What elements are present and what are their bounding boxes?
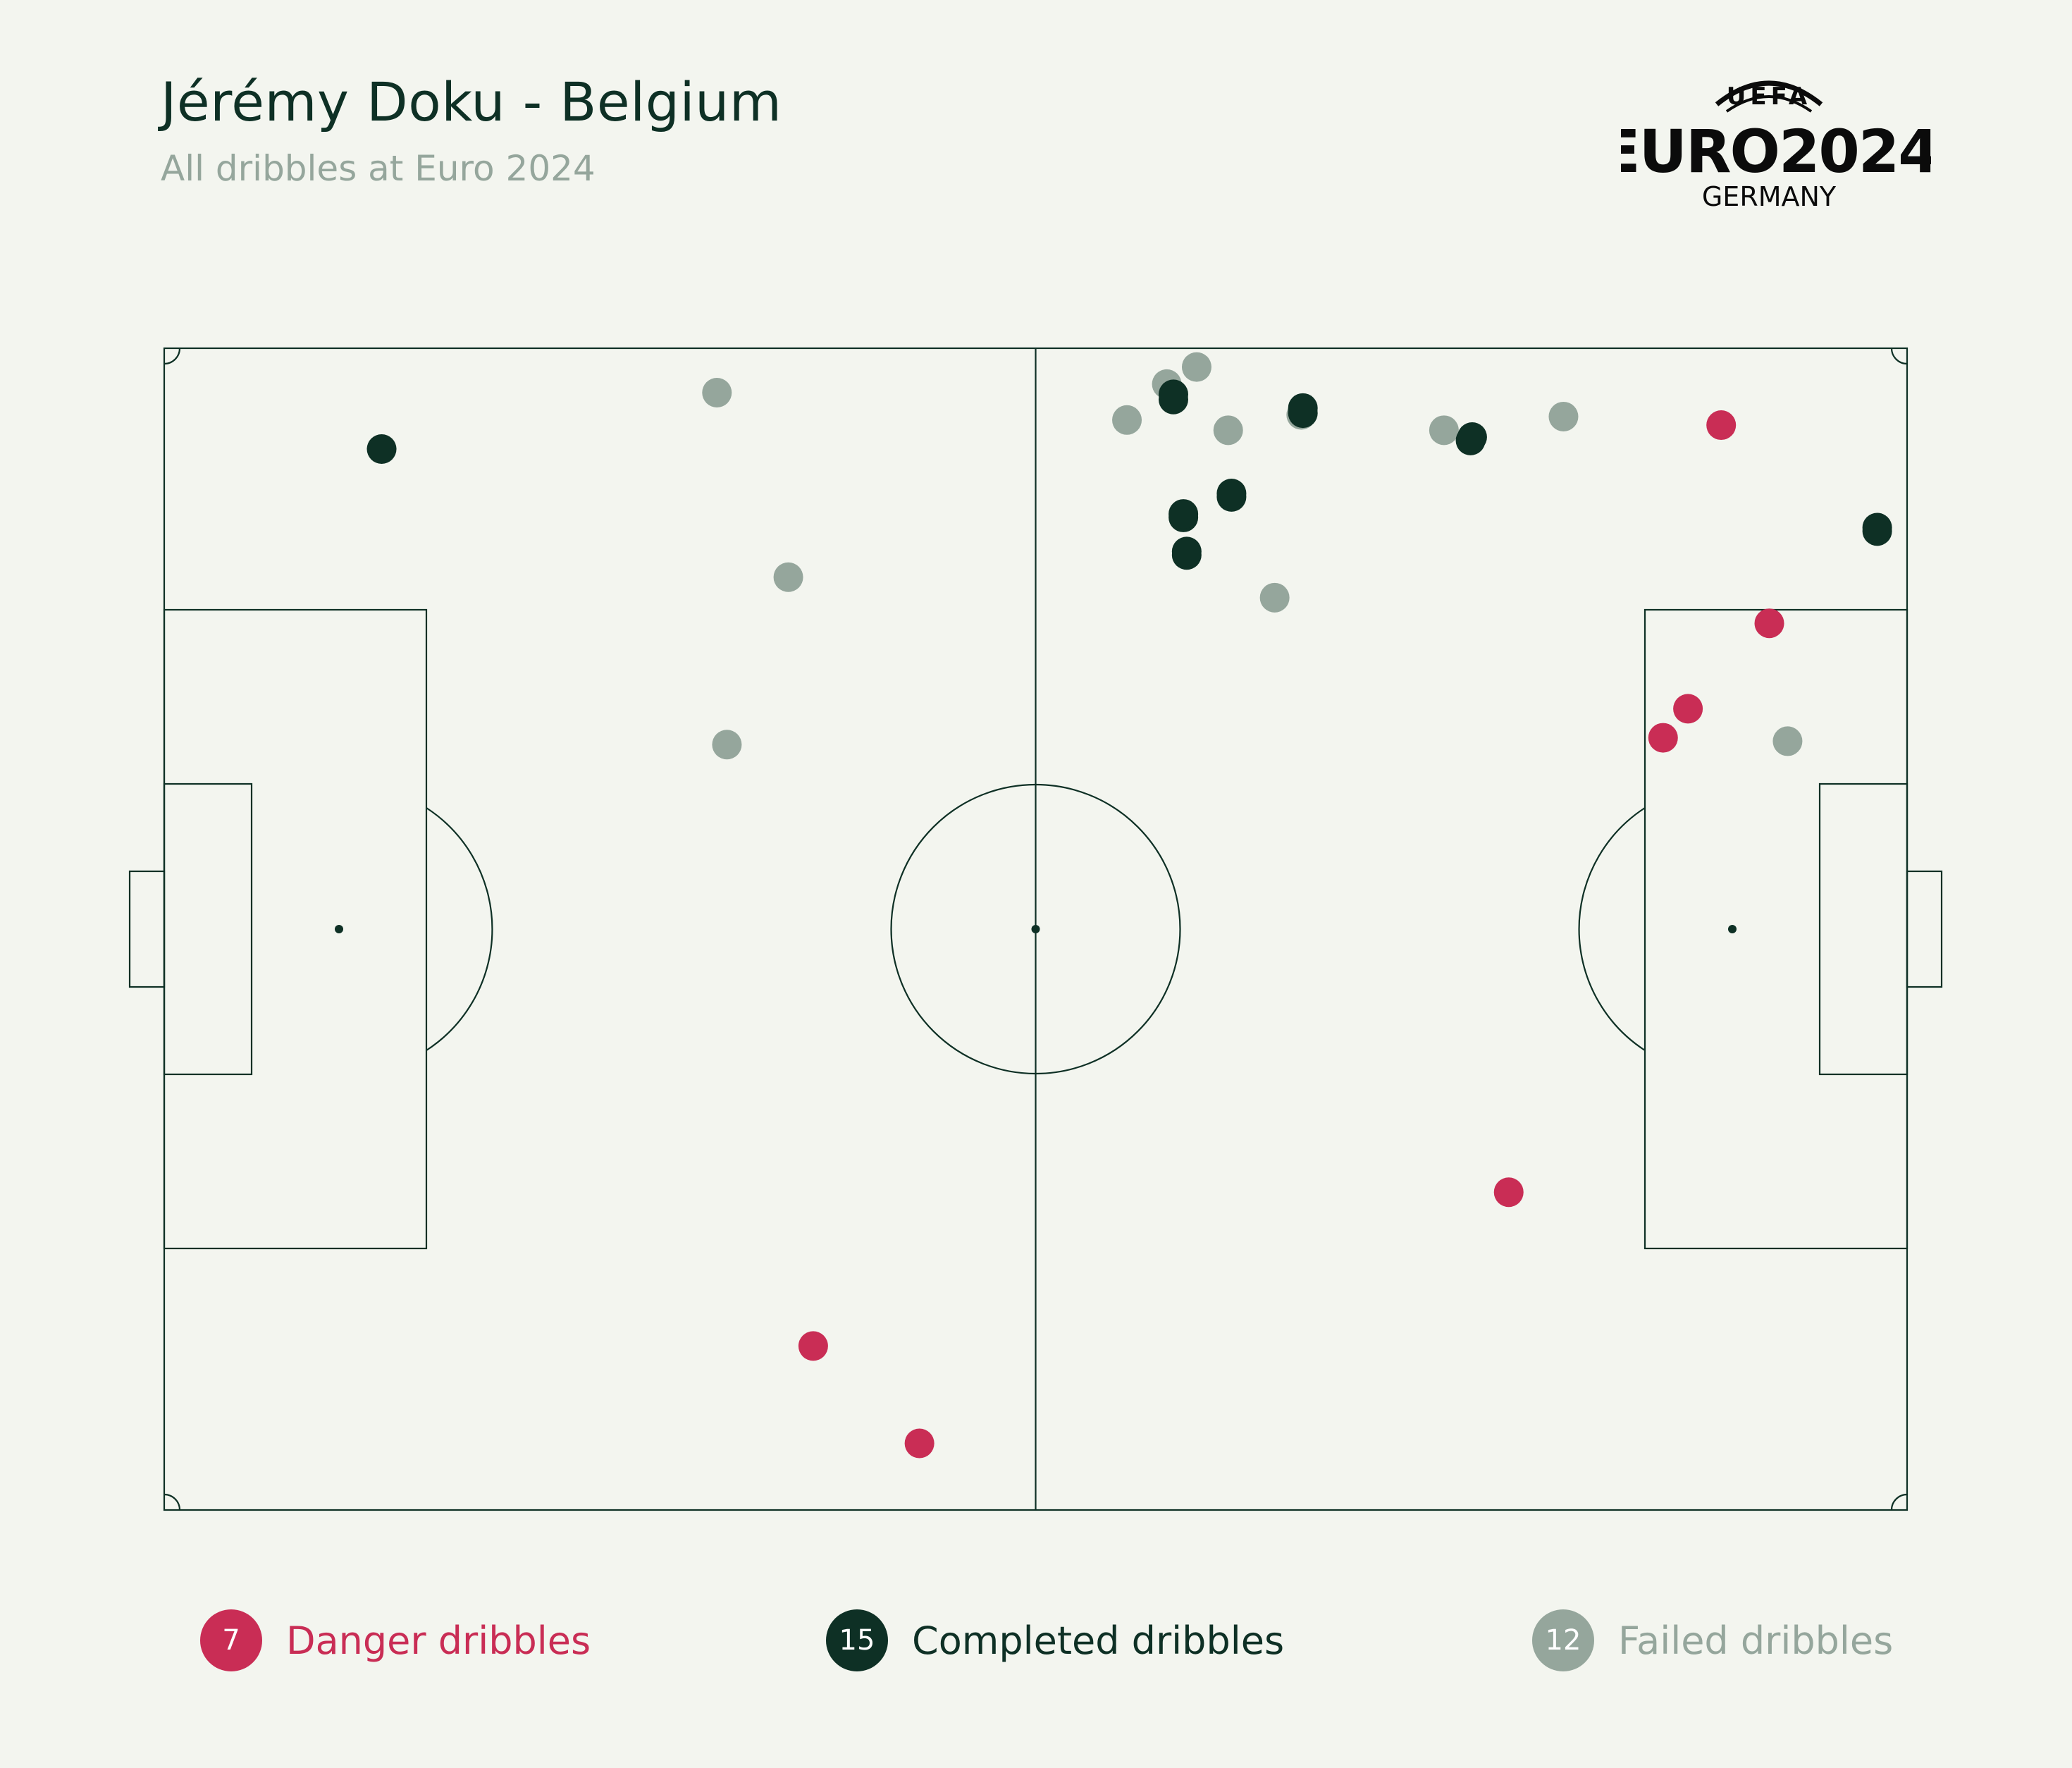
left-penalty-area xyxy=(163,608,428,1250)
failed-dribble-point xyxy=(1259,582,1290,613)
legend-completed: 15 Completed dribbles xyxy=(826,1609,1284,1672)
right-goal-area xyxy=(1818,782,1908,1076)
left-penalty-spot xyxy=(335,925,343,933)
left-penalty-arc xyxy=(426,807,493,1051)
danger-dribble-point xyxy=(1673,694,1703,724)
legend-danger-label: Danger dribbles xyxy=(286,1618,591,1663)
legend-completed-label: Completed dribbles xyxy=(912,1618,1285,1663)
danger-dribble-point xyxy=(1493,1177,1524,1208)
completed-dribble-point xyxy=(1862,512,1892,543)
completed-dribble-point xyxy=(1288,393,1318,423)
logo-arc xyxy=(1715,80,1823,106)
completed-dribble-point xyxy=(366,434,397,464)
logo-arc-inner xyxy=(1725,95,1813,113)
corner-arc-top-right xyxy=(1890,348,1908,365)
failed-dribble-point xyxy=(1112,405,1142,435)
center-spot xyxy=(1031,925,1040,933)
corner-arc-top-left xyxy=(164,348,181,365)
completed-dribble-point xyxy=(1455,425,1486,455)
failed-dribble-point xyxy=(773,562,803,592)
right-penalty-spot xyxy=(1728,925,1737,933)
failed-dribble-point xyxy=(1213,415,1243,446)
chart-subtitle: All dribbles at Euro 2024 xyxy=(161,148,596,189)
failed-dribble-point xyxy=(1548,401,1579,431)
logo-uefa: UEFA xyxy=(1727,82,1811,111)
pitch-markings xyxy=(128,347,1943,1511)
legend-completed-count: 15 xyxy=(826,1609,888,1671)
failed-dribble-point xyxy=(1429,415,1459,446)
logo-country: GERMANY xyxy=(1702,181,1837,212)
legend-failed: 12 Failed dribbles xyxy=(1532,1609,1893,1672)
completed-dribble-point xyxy=(1158,384,1188,415)
legend-danger-count: 7 xyxy=(200,1609,262,1671)
right-goal xyxy=(1906,870,1943,988)
corner-arc-bottom-right xyxy=(1890,1493,1908,1511)
corner-arc-bottom-left xyxy=(164,1493,181,1511)
danger-dribble-point xyxy=(1648,723,1678,753)
danger-dribble-point xyxy=(1706,410,1737,441)
legend-failed-label: Failed dribbles xyxy=(1618,1618,1894,1663)
danger-dribble-point xyxy=(904,1428,935,1459)
euro-2024-logo: UEFA EURO2024 GERMANY xyxy=(1621,80,1931,212)
logo-euro: EURO2024 xyxy=(1621,117,1931,186)
dribble-points xyxy=(366,352,1892,1459)
left-goal-area xyxy=(163,782,253,1076)
legend-danger: 7 Danger dribbles xyxy=(200,1609,591,1672)
right-penalty-arc xyxy=(1578,807,1646,1051)
failed-dribble-point xyxy=(712,730,742,760)
failed-dribble-point xyxy=(1772,726,1803,756)
danger-dribble-point xyxy=(798,1331,828,1361)
left-goal xyxy=(128,870,166,988)
failed-dribble-point xyxy=(702,378,732,408)
danger-dribble-point xyxy=(1754,608,1784,639)
completed-dribble-point xyxy=(1171,536,1202,567)
completed-dribble-point xyxy=(1168,499,1199,529)
legend-failed-count: 12 xyxy=(1532,1609,1594,1671)
chart-title: Jérémy Doku - Belgium xyxy=(161,70,782,133)
completed-dribble-point xyxy=(1216,481,1247,512)
failed-dribble-point xyxy=(1181,352,1211,382)
center-circle xyxy=(890,783,1181,1075)
